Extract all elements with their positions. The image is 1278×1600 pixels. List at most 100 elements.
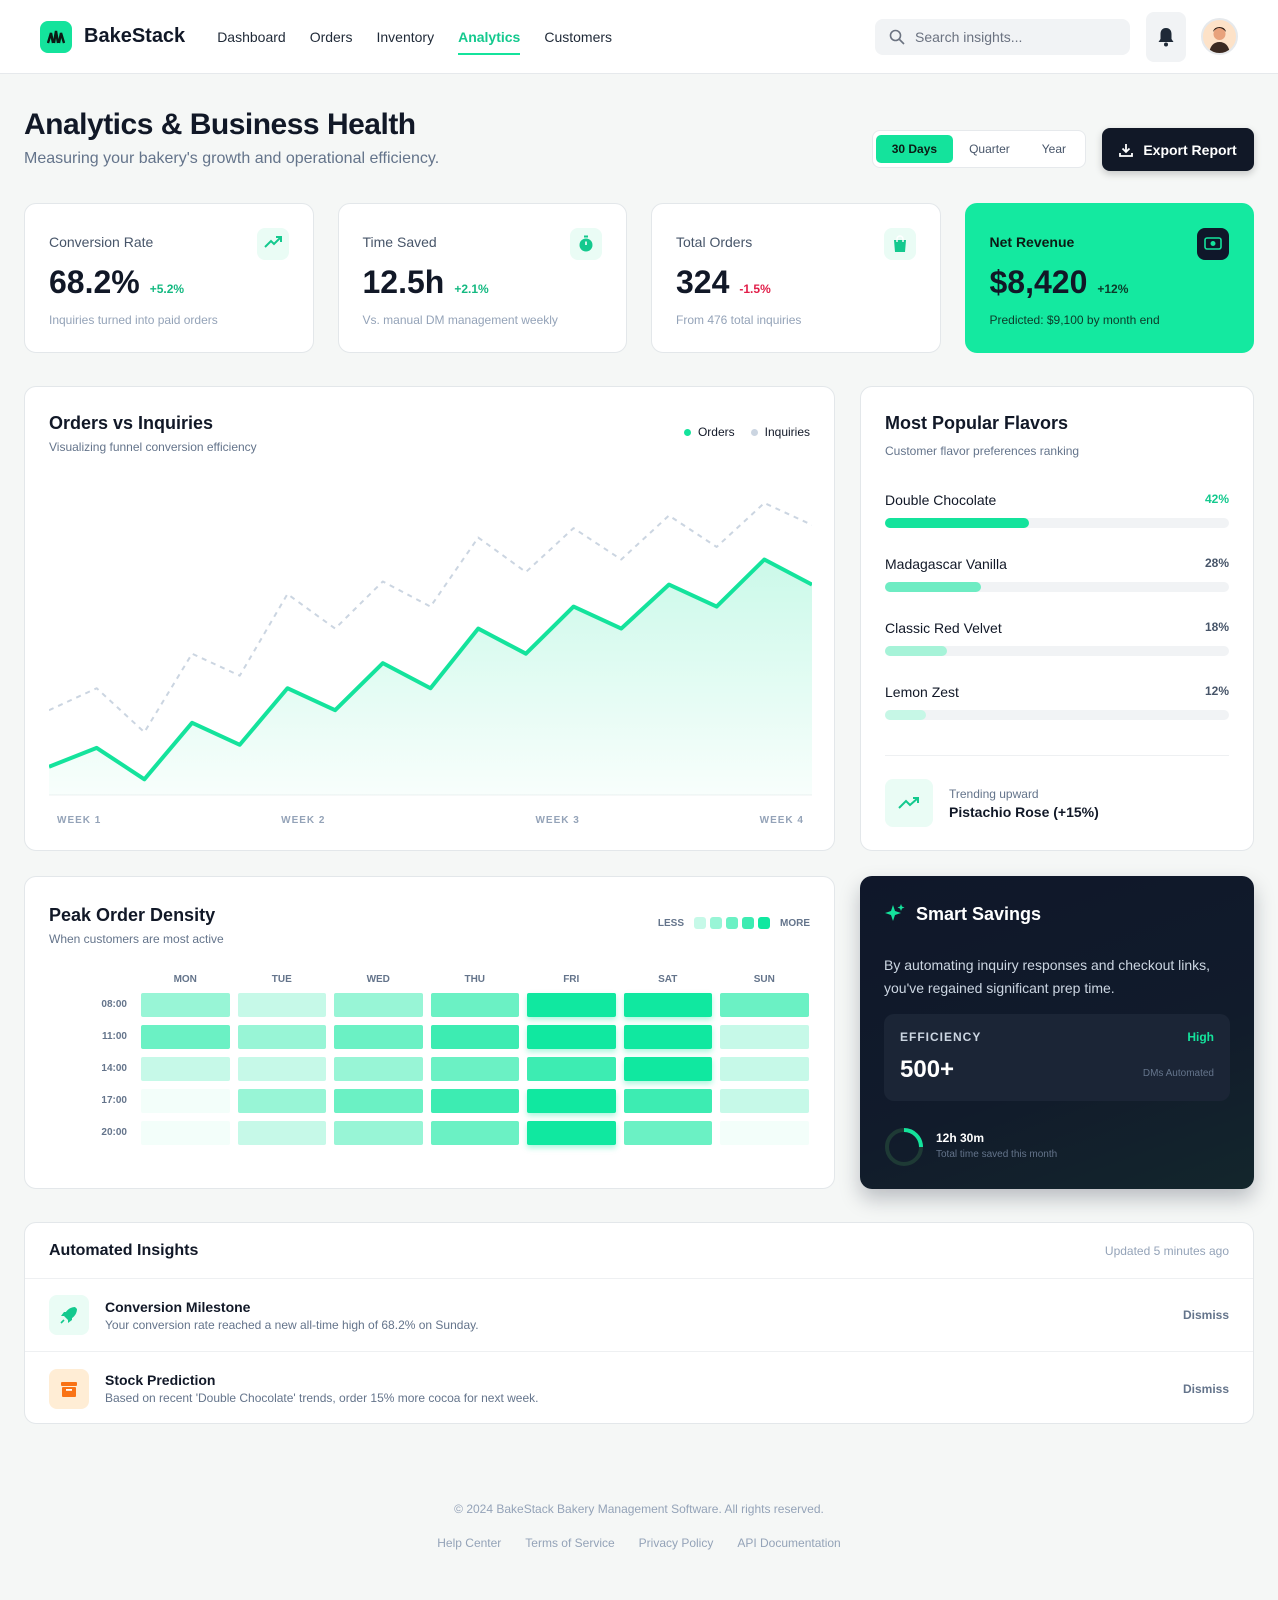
insights-list: Conversion Milestone Your conversion rate… — [25, 1279, 1253, 1425]
range-option[interactable]: Year — [1041, 142, 1066, 156]
kpi-icon — [256, 228, 289, 260]
heat-cell — [527, 1121, 616, 1145]
footer-link[interactable]: Privacy Policy — [638, 1536, 714, 1550]
line-orders — [49, 557, 812, 782]
insight: Conversion Milestone Your conversion rate… — [25, 1279, 1253, 1352]
flavor-name: Double Chocolate — [885, 492, 997, 508]
sparkle-icon — [885, 904, 905, 921]
efficiency-label: EFFICIENCY — [900, 1030, 982, 1044]
search-placeholder: Search insights... — [915, 29, 1023, 45]
legend-label: Inquiries — [764, 425, 810, 439]
kpi-value-row: $8,420 +12% — [990, 264, 1230, 301]
range-option[interactable]: Quarter — [969, 142, 1010, 156]
kpi-icon-graphic — [263, 236, 282, 248]
range-option[interactable]: 30 Days — [875, 135, 954, 163]
time-label: 11:00 — [101, 1031, 127, 1042]
kpi-label: Conversion Rate — [49, 234, 154, 250]
brand: BakeStack — [84, 25, 186, 47]
savings-card: Smart Savings By automating inquiry resp… — [860, 876, 1254, 1189]
flavor-bar — [885, 646, 947, 656]
legend-swatch — [694, 917, 706, 929]
heatmap-subtitle: When customers are most active — [49, 932, 224, 946]
heat-cell — [430, 1121, 519, 1145]
kpi-value-row: 324 -1.5% — [676, 264, 916, 301]
legend-item: Orders — [683, 425, 735, 439]
avatar[interactable] — [1201, 18, 1238, 55]
time-value: 12h 30m — [936, 1131, 985, 1145]
insights-header: Automated Insights Updated 5 minutes ago — [25, 1223, 1253, 1279]
chart-title: Orders vs Inquiries — [49, 413, 214, 433]
flavor-name: Madagascar Vanilla — [885, 556, 1007, 572]
savings-title: Smart Savings — [916, 904, 1042, 924]
footer-link[interactable]: Help Center — [437, 1536, 502, 1550]
logo-icon — [47, 30, 65, 43]
trend-text: Pistachio Rose (+15%) — [949, 804, 1099, 820]
legend-swatch — [710, 917, 722, 929]
range-toggle: 30 Days Quarter Year — [871, 130, 1086, 168]
chart-subtitle: Visualizing funnel conversion efficiency — [49, 440, 257, 454]
heat-cell — [237, 993, 326, 1017]
heat-cell — [623, 1025, 712, 1049]
x-label: WEEK 3 — [535, 815, 579, 826]
logo[interactable] — [40, 20, 72, 53]
heatmap-legend: LESS MORE — [658, 917, 810, 929]
top-bar: BakeStack Dashboard Orders Inventory Analyt… — [0, 0, 1278, 74]
heat-cell — [527, 1025, 616, 1049]
kpi-card: Time Saved 12.5h +2.1% Vs. manual DM manage… — [337, 203, 627, 353]
export-label: Export Report — [1143, 141, 1237, 158]
heat-cell — [623, 1121, 712, 1145]
kpi-icon-graphic — [1204, 237, 1222, 250]
insights-updated: Updated 5 minutes ago — [1104, 1243, 1229, 1258]
page-subtitle: Measuring your bakery's growth and opera… — [24, 150, 440, 167]
kpi-note: Inquiries turned into paid orders — [49, 313, 218, 327]
heat-cell — [720, 1121, 809, 1145]
nav-item[interactable]: Orders — [309, 28, 353, 45]
legend-swatch — [683, 429, 691, 436]
flavor-value: 28% — [1204, 556, 1229, 570]
trend-arrow — [898, 797, 919, 809]
kpi-icon — [570, 228, 602, 260]
flavor-value: 12% — [1204, 684, 1229, 698]
heat-cell — [430, 1057, 519, 1081]
legend: Orders Inquiries — [683, 425, 810, 439]
flavor-bar — [885, 518, 1030, 528]
heatmap: MON TUE WED THU FRI SAT SUN 08:00 11:00 14:00 17:0… — [49, 974, 810, 1145]
flavor-row: Lemon Zest 12% — [885, 684, 1229, 700]
heat-cell — [430, 1089, 519, 1113]
nav-item[interactable]: Customers — [544, 28, 613, 45]
kpi-change: -1.5% — [739, 282, 771, 296]
notifications[interactable] — [1146, 12, 1186, 62]
dismiss-button[interactable]: Dismiss — [1182, 1308, 1229, 1322]
nav-item[interactable]: Dashboard — [217, 28, 286, 45]
search-icon — [889, 29, 905, 45]
heat-cell — [334, 1057, 423, 1081]
day-label: TUE — [271, 974, 292, 985]
day-label: FRI — [563, 974, 580, 985]
flavor-row: Classic Red Velvet 18% — [885, 620, 1229, 636]
nav-item[interactable]: Inventory — [376, 28, 435, 45]
insight-icon-graphic — [61, 1381, 77, 1397]
heat-cell — [141, 1121, 230, 1145]
search-box[interactable]: Search insights... — [875, 19, 1130, 55]
charts-row: Orders vs Inquiries Visualizing funnel c… — [24, 386, 1254, 851]
time-label: 17:00 — [101, 1095, 127, 1106]
flavor-track — [885, 582, 1229, 592]
export-button[interactable]: Export Report — [1102, 128, 1254, 171]
kpi-value: $8,420 — [989, 264, 1088, 300]
footer: © 2024 BakeStack Bakery Management Softw… — [0, 1502, 1278, 1550]
heat-cell — [141, 1057, 230, 1081]
heat-cell — [237, 1089, 326, 1113]
nav: Dashboard Orders Inventory Analytics Custome… — [217, 19, 612, 55]
nav-item[interactable]: Analytics — [458, 19, 521, 55]
kpi-value: 324 — [676, 264, 730, 300]
dismiss-button[interactable]: Dismiss — [1182, 1381, 1229, 1396]
time-label: 20:00 — [101, 1127, 127, 1138]
footer-link[interactable]: Terms of Service — [525, 1536, 615, 1550]
footer-link[interactable]: API Documentation — [737, 1536, 841, 1550]
legend-swatch — [726, 917, 738, 929]
insights-title: Automated Insights — [49, 1241, 199, 1259]
flavor-item: Double Chocolate 42% — [885, 492, 1229, 528]
insight-body: Stock Prediction Based on recent 'Double … — [105, 1372, 539, 1405]
kpi-note: Vs. manual DM management weekly — [362, 313, 558, 327]
efficiency-rating: High — [1187, 1030, 1214, 1044]
